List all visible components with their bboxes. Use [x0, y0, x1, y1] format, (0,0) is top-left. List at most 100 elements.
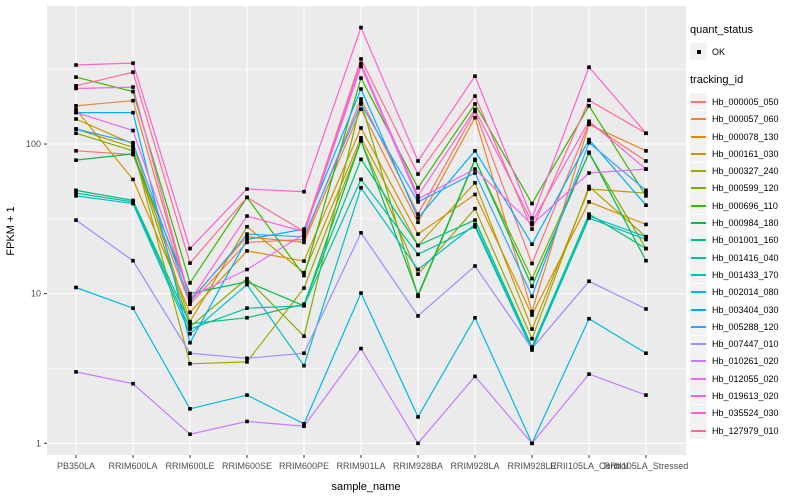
data-point — [245, 195, 249, 200]
legend-swatch-line — [691, 118, 706, 121]
data-point — [416, 216, 420, 220]
legend-item-label: Hb_000327_240 — [712, 166, 779, 177]
data-point — [131, 128, 135, 133]
data-point — [416, 252, 420, 257]
tracking-legend-list: Hb_000005_050 Hb_000057_060 Hb_000078_130 H… — [690, 93, 800, 440]
data-point — [74, 86, 78, 91]
x-tick-label: RRIM901LA — [336, 461, 385, 471]
data-point — [74, 194, 78, 198]
data-point — [644, 203, 648, 207]
data-point — [416, 293, 420, 297]
legend-item: Hb_003404_030 — [690, 301, 800, 318]
data-point — [530, 201, 534, 206]
data-point — [245, 280, 249, 284]
legend-item-label: Hb_010261_020 — [712, 356, 779, 367]
data-point — [245, 315, 249, 320]
data-point — [587, 140, 591, 145]
legend-item-label: Hb_035524_030 — [712, 408, 779, 419]
legend-key-box — [690, 387, 707, 405]
data-point — [587, 103, 591, 108]
legend-item-label: Hb_007447_010 — [712, 339, 779, 350]
legend-swatch-line — [691, 170, 706, 173]
data-point — [131, 85, 135, 89]
legend-item: Hb_007447_010 — [690, 335, 800, 353]
legend-item-label: Hb_005288_120 — [712, 321, 779, 332]
data-point — [302, 351, 306, 356]
data-point — [530, 294, 534, 299]
legend-swatch-line — [691, 152, 706, 155]
data-point — [416, 172, 420, 176]
data-point — [359, 177, 363, 182]
data-point — [359, 126, 363, 130]
data-point — [587, 137, 591, 142]
data-point — [131, 110, 135, 115]
data-point — [188, 298, 192, 303]
data-point — [644, 194, 648, 198]
data-point — [188, 246, 192, 251]
data-point — [245, 360, 249, 364]
legend-item: Hb_035524_030 — [690, 404, 800, 422]
data-point — [359, 231, 363, 235]
data-point — [473, 74, 477, 78]
legend-item-label: Hb_127979_010 — [712, 425, 779, 436]
legend-key-box — [690, 318, 707, 336]
legend-key-box — [690, 162, 707, 180]
legend-item: Hb_000005_050 — [690, 93, 800, 111]
data-point — [245, 214, 249, 218]
data-point — [587, 279, 591, 284]
legend-item-label: Hb_001416_040 — [712, 252, 779, 263]
data-point — [302, 270, 306, 275]
data-point — [74, 103, 78, 108]
data-point — [74, 117, 78, 121]
data-point — [473, 157, 477, 162]
data-point — [359, 25, 363, 30]
legend-swatch-line — [691, 343, 706, 346]
x-tick-label: RRIM600LA — [108, 461, 157, 471]
data-point — [188, 321, 192, 326]
data-point — [359, 102, 363, 106]
data-point — [245, 240, 249, 245]
legend-key-box — [690, 422, 707, 440]
data-point — [302, 227, 306, 231]
data-point — [74, 191, 78, 195]
y-tick-label: 1 — [36, 438, 41, 448]
legend-swatch-line — [691, 222, 706, 225]
data-point — [644, 159, 648, 163]
data-point — [188, 432, 192, 437]
x-tick-label: RRIM928LE — [507, 461, 556, 471]
quant-status-legend: quant_status OK — [690, 24, 800, 61]
data-point — [74, 107, 78, 112]
legend-key-box — [690, 43, 707, 61]
data-point — [416, 185, 420, 190]
data-point — [530, 441, 534, 446]
data-point — [359, 76, 363, 80]
data-point — [473, 109, 477, 114]
data-point — [131, 98, 135, 103]
data-point — [644, 258, 648, 263]
legend-swatch-line — [691, 394, 706, 397]
data-point — [188, 351, 192, 356]
legend-key-box — [690, 283, 707, 301]
legend-key-box — [690, 335, 707, 353]
legend-item-label: Hb_001001_160 — [712, 235, 779, 246]
x-tick-label: RRIM928BA — [393, 461, 443, 471]
legend-item: Hb_001001_160 — [690, 231, 800, 249]
data-point — [188, 319, 192, 324]
legend-swatch-line — [691, 135, 706, 138]
data-point — [359, 107, 363, 111]
x-tick-label: RRIM600SE — [222, 461, 272, 471]
x-tick-label: PB350LA — [57, 461, 95, 471]
data-point — [530, 216, 534, 220]
legend-item-label: Hb_000005_050 — [712, 96, 779, 107]
data-point — [473, 218, 477, 222]
legend-key-box — [690, 352, 707, 370]
legend-item-label: OK — [712, 46, 726, 57]
data-point — [302, 259, 306, 263]
legend-item: Hb_005288_120 — [690, 318, 800, 336]
x-tick-label: RRIM600LE — [165, 461, 214, 471]
data-point — [302, 240, 306, 245]
legend-key-box — [690, 231, 707, 249]
legend-item-label: Hb_001433_170 — [712, 269, 779, 280]
data-point — [245, 282, 249, 287]
